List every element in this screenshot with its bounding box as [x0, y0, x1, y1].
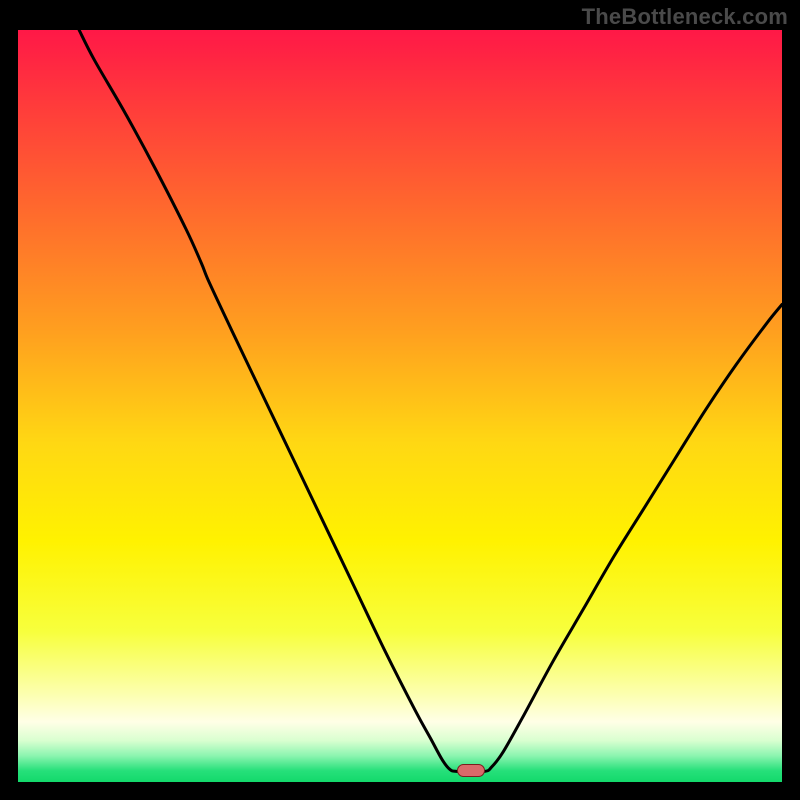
optimal-point-marker: [457, 764, 485, 777]
chart-frame: TheBottleneck.com: [0, 0, 800, 800]
watermark-text: TheBottleneck.com: [582, 4, 788, 30]
bottleneck-chart: [18, 30, 782, 782]
